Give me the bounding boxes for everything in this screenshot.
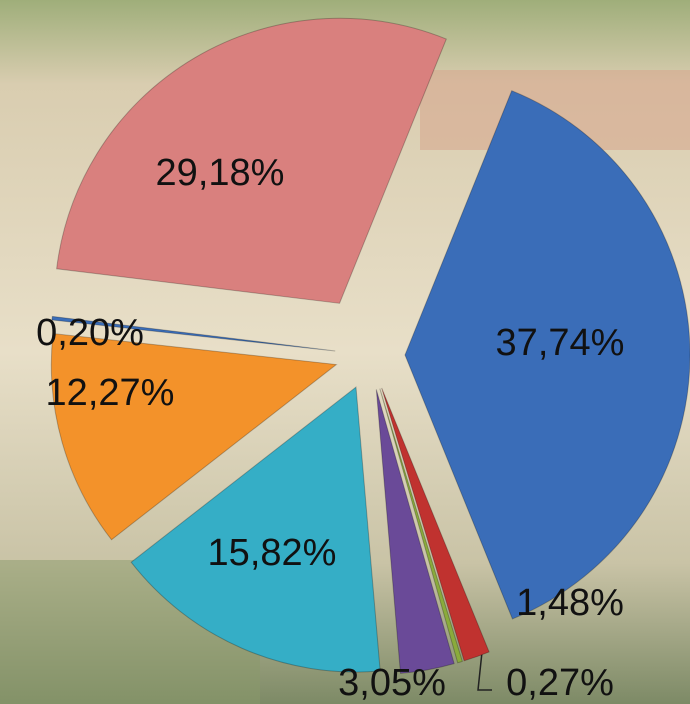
chart: 37,74% 1,48% 0,27% 3,05% 15,82% 12,27% 0,20% 29… — [0, 0, 690, 704]
page: {"chart_data": {"type": "pie", "categori… — [0, 0, 690, 704]
data-label: 15,82% — [208, 532, 337, 574]
data-label: 12,27% — [46, 372, 175, 414]
data-label: 0,20% — [36, 312, 144, 354]
data-label: 1,48% — [516, 582, 624, 624]
data-label: 37,74% — [496, 322, 625, 364]
data-label: 29,18% — [156, 152, 285, 194]
data-label: 3,05% — [338, 662, 446, 704]
data-label: 0,27% — [506, 662, 614, 704]
